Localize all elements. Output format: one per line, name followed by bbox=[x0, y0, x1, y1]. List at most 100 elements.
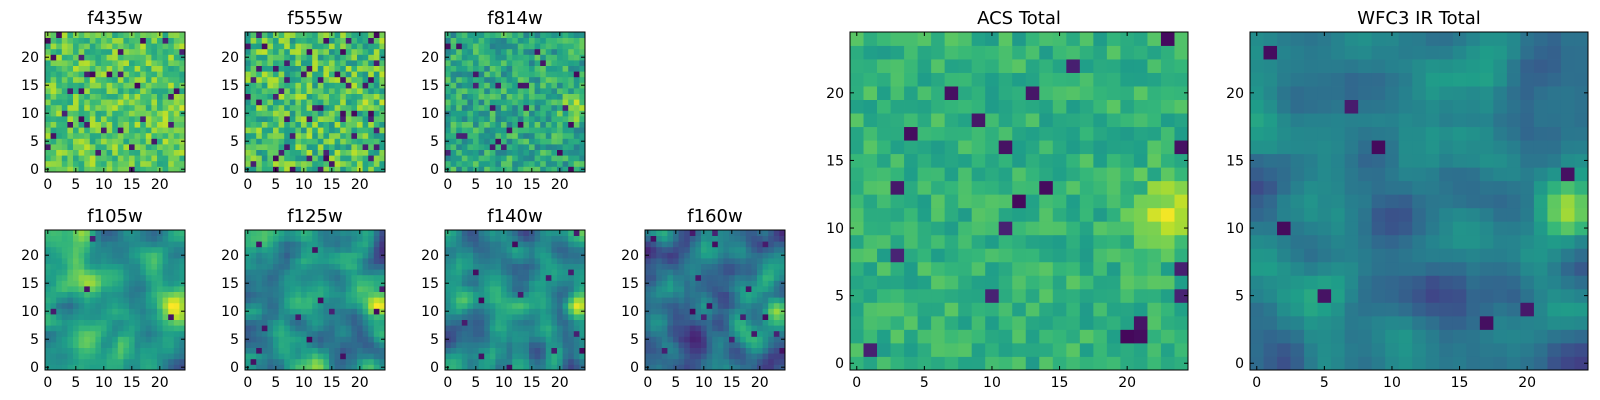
heatmap-cell bbox=[689, 230, 696, 236]
heatmap-cell bbox=[478, 104, 485, 111]
heatmap-cell bbox=[151, 54, 158, 61]
heatmap-cell bbox=[261, 110, 268, 117]
heatmap-cell bbox=[106, 325, 113, 332]
heatmap-cell bbox=[495, 302, 502, 309]
heatmap-cell bbox=[645, 297, 651, 304]
heatmap-cell bbox=[67, 71, 74, 78]
heatmap-cell bbox=[301, 280, 307, 287]
heatmap-cell bbox=[50, 144, 57, 150]
heatmap-cell bbox=[267, 358, 274, 365]
heatmap-cell bbox=[478, 336, 485, 343]
heatmap-cell bbox=[540, 149, 547, 156]
y-tick-label: 15 bbox=[221, 276, 239, 292]
heatmap-cell bbox=[985, 275, 1000, 290]
heatmap-cell bbox=[157, 336, 163, 343]
heatmap-cell bbox=[101, 330, 107, 337]
heatmap-cell bbox=[84, 353, 91, 360]
heatmap-cell bbox=[56, 319, 63, 326]
heatmap-cell bbox=[340, 241, 347, 248]
heatmap-cell bbox=[89, 88, 96, 94]
heatmap-cell bbox=[573, 308, 580, 315]
heatmap-cell bbox=[1093, 207, 1108, 222]
heatmap-cell bbox=[562, 297, 569, 304]
heatmap-cell bbox=[523, 32, 530, 38]
heatmap-cell bbox=[50, 60, 57, 66]
heatmap-cell bbox=[362, 116, 369, 122]
heatmap-cell bbox=[95, 160, 102, 167]
heatmap-cell bbox=[312, 358, 319, 365]
heatmap-cell bbox=[495, 76, 502, 83]
heatmap-cell bbox=[56, 263, 63, 270]
heatmap-cell bbox=[129, 252, 135, 259]
heatmap-cell bbox=[112, 155, 119, 162]
heatmap-cell bbox=[517, 71, 524, 78]
heatmap-cell bbox=[45, 60, 51, 66]
heatmap-cell bbox=[529, 297, 535, 304]
heatmap-cell bbox=[368, 353, 375, 360]
heatmap-cell bbox=[106, 155, 113, 162]
heatmap-cell bbox=[678, 297, 685, 304]
heatmap-cell bbox=[117, 76, 124, 83]
heatmap-cell bbox=[712, 241, 719, 248]
heatmap-cell bbox=[162, 347, 169, 354]
heatmap-cell bbox=[289, 32, 296, 38]
heatmap-cell bbox=[1012, 180, 1027, 195]
heatmap-cell bbox=[56, 246, 63, 253]
heatmap-cell bbox=[295, 325, 302, 332]
heatmap-cell bbox=[357, 149, 363, 156]
heatmap-cell bbox=[117, 127, 124, 134]
heatmap-cell bbox=[684, 364, 691, 371]
heatmap-cell bbox=[512, 235, 519, 242]
heatmap-cell bbox=[312, 104, 319, 111]
heatmap-cell bbox=[340, 32, 347, 38]
heatmap-cell bbox=[317, 286, 324, 292]
heatmap-cell bbox=[284, 274, 291, 281]
heatmap-cell bbox=[340, 110, 347, 117]
heatmap-cell bbox=[478, 230, 485, 236]
heatmap-cell bbox=[173, 258, 180, 264]
heatmap-cell bbox=[701, 297, 707, 304]
heatmap-cell bbox=[129, 160, 135, 167]
heatmap-cell bbox=[267, 246, 274, 253]
x-tick-label: 15 bbox=[123, 375, 141, 391]
heatmap-cell bbox=[289, 110, 296, 117]
heatmap-cell bbox=[368, 241, 375, 248]
heatmap-cell bbox=[362, 314, 369, 320]
heatmap-cell bbox=[1133, 342, 1148, 357]
heatmap-cell bbox=[523, 60, 530, 66]
heatmap-cell bbox=[958, 356, 973, 371]
heatmap-cell bbox=[1025, 275, 1040, 290]
heatmap-cell bbox=[523, 280, 530, 287]
heatmap-cell bbox=[106, 160, 113, 167]
heatmap-cell bbox=[877, 261, 891, 276]
heatmap-cell bbox=[123, 347, 130, 354]
heatmap-cell bbox=[540, 104, 547, 111]
heatmap-cell bbox=[944, 288, 959, 303]
heatmap-cell bbox=[579, 93, 586, 100]
heatmap-cell bbox=[106, 88, 113, 94]
heatmap-cell bbox=[579, 347, 586, 354]
heatmap-cell bbox=[517, 269, 524, 276]
heatmap-cell bbox=[45, 48, 51, 55]
heatmap-cell bbox=[112, 353, 119, 360]
heatmap-cell bbox=[56, 43, 63, 50]
heatmap-cell bbox=[540, 155, 547, 162]
heatmap-cell bbox=[89, 138, 96, 145]
heatmap-cell bbox=[50, 71, 57, 78]
axes-frame bbox=[244, 229, 386, 371]
heatmap-cell bbox=[50, 252, 57, 259]
heatmap-cell bbox=[562, 99, 569, 106]
heatmap-cell bbox=[157, 235, 163, 242]
heatmap-cell bbox=[863, 153, 878, 168]
heatmap-cell bbox=[67, 43, 74, 50]
heatmap-cell bbox=[650, 291, 657, 298]
heatmap-cell bbox=[245, 155, 251, 162]
heatmap-cell bbox=[661, 319, 668, 326]
heatmap-cell bbox=[751, 330, 758, 337]
heatmap-cell bbox=[123, 65, 130, 72]
heatmap-cell bbox=[168, 37, 175, 44]
heatmap-cell bbox=[1133, 288, 1148, 303]
heatmap-cell bbox=[368, 258, 375, 264]
heatmap-cell bbox=[61, 252, 68, 259]
